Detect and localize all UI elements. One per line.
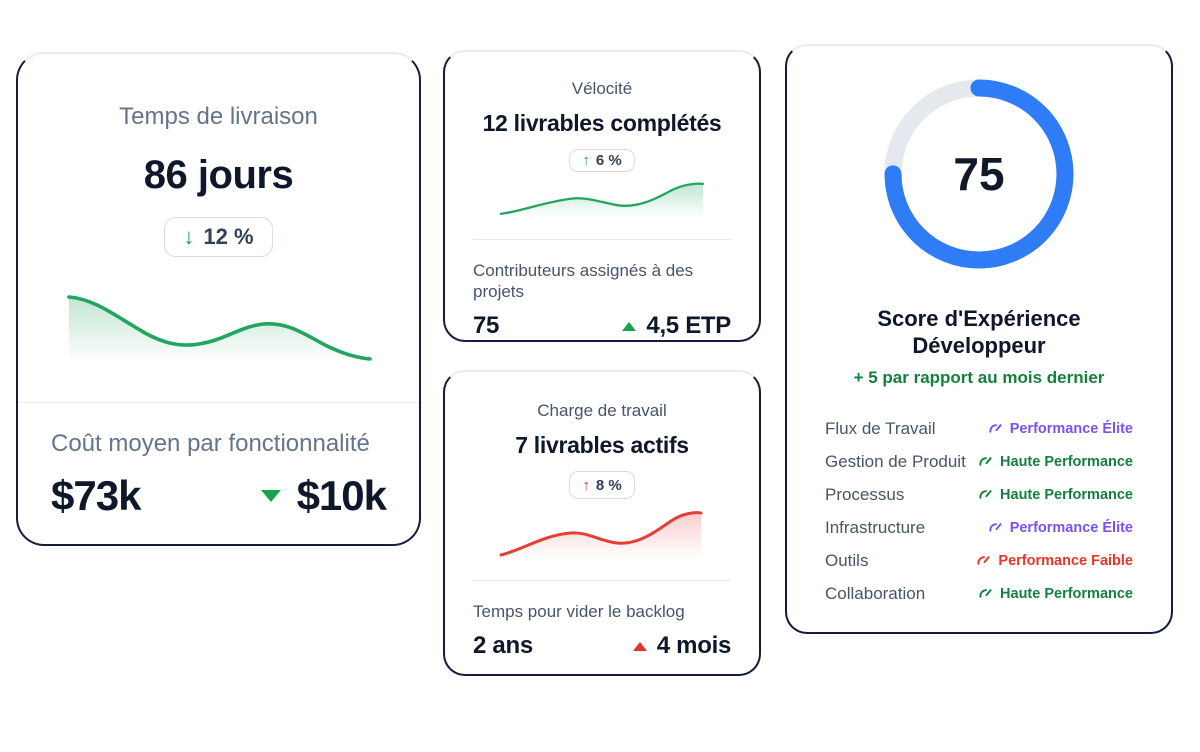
contributors-row: 75 4,5 ETP bbox=[473, 312, 731, 340]
contributors-value: 75 bbox=[473, 312, 500, 339]
velocity-divider bbox=[473, 239, 731, 240]
dx-row-label: Processus bbox=[825, 484, 905, 504]
dx-row-collaboration: Collaboration Haute Performance bbox=[825, 577, 1133, 610]
dx-row-product: Gestion de Produit Haute Performance bbox=[825, 445, 1133, 478]
dx-row-label: Infrastructure bbox=[825, 517, 926, 537]
dx-row-rating: Performance Élite bbox=[988, 520, 1133, 536]
cost-per-feature-delta: $10k bbox=[260, 472, 387, 520]
dx-donut-progress bbox=[884, 79, 1074, 269]
backlog-value: 2 ans bbox=[473, 632, 533, 659]
dx-score-value: 75 bbox=[953, 148, 1005, 200]
arrow-down-icon: ↓ bbox=[183, 224, 195, 249]
delivery-sparkline bbox=[67, 295, 372, 371]
dx-row-tools: Outils Performance Faible bbox=[825, 544, 1133, 577]
backlog-row: 2 ans 4 mois bbox=[473, 632, 731, 660]
delivery-sparkline-line bbox=[67, 295, 372, 361]
velocity-trend-text: 6 % bbox=[595, 152, 622, 169]
card-delivery-time: Temps de livraison 86 jours ↓ 12 % Coût … bbox=[16, 52, 421, 546]
workload-value: 7 livrables actifs bbox=[515, 432, 689, 458]
card-workload: Charge de travail 7 livrables actifs ↑ 8… bbox=[443, 370, 761, 676]
dx-row-rating-text: Performance Élite bbox=[1009, 519, 1133, 536]
workload-sparkline-line bbox=[499, 511, 703, 557]
gauge-icon bbox=[989, 522, 1002, 532]
delivery-trend-text: 12 % bbox=[203, 224, 254, 249]
velocity-sparkline-line bbox=[499, 182, 705, 216]
workload-trend-text: 8 % bbox=[595, 476, 622, 494]
dx-row-process: Processus Haute Performance bbox=[825, 478, 1133, 511]
workload-title: Charge de travail bbox=[537, 401, 667, 420]
dx-category-list: Flux de Travail Performance Élite Gestio… bbox=[825, 412, 1133, 610]
dx-row-rating: Haute Performance bbox=[978, 487, 1133, 503]
backlog-label: Temps pour vider le backlog bbox=[473, 602, 685, 621]
contributors-delta-value: 4,5 ETP bbox=[646, 312, 731, 339]
cost-per-feature-label: Coût moyen par fonctionnalité bbox=[51, 430, 370, 457]
card-velocity: Vélocité 12 livrables complétés ↑ 6 % Co… bbox=[443, 50, 761, 342]
dx-score-subtitle: + 5 par rapport au mois dernier bbox=[853, 368, 1105, 387]
delivery-title: Temps de livraison bbox=[119, 103, 318, 130]
dx-row-rating-text: Performance Élite bbox=[1009, 420, 1133, 437]
dx-row-label: Gestion de Produit bbox=[825, 451, 966, 471]
arrow-up-icon: ↑ bbox=[582, 152, 590, 169]
velocity-sparkline bbox=[499, 182, 705, 217]
dx-row-infrastructure: Infrastructure Performance Élite bbox=[825, 511, 1133, 544]
delivery-divider bbox=[18, 402, 419, 403]
delivery-value: 86 jours bbox=[143, 153, 294, 197]
dx-score-title: Score d'Expérience Développeur bbox=[877, 306, 1081, 358]
velocity-sparkline-area bbox=[501, 183, 703, 217]
dx-row-workflow: Flux de Travail Performance Élite bbox=[825, 412, 1133, 445]
backlog-delta: 4 mois bbox=[632, 632, 732, 660]
cost-per-feature-delta-value: $10k bbox=[296, 472, 387, 519]
contributors-delta: 4,5 ETP bbox=[622, 312, 731, 340]
arrow-up-icon: ↑ bbox=[582, 476, 590, 494]
dx-row-rating: Performance Faible bbox=[976, 553, 1133, 569]
velocity-trend-badge: ↑ 6 % bbox=[569, 149, 635, 172]
triangle-up-icon bbox=[632, 641, 647, 651]
workload-sparkline-area bbox=[501, 512, 701, 559]
dx-row-rating: Performance Élite bbox=[988, 421, 1133, 437]
gauge-icon bbox=[977, 555, 991, 565]
dx-row-rating: Haute Performance bbox=[978, 586, 1133, 602]
velocity-title: Vélocité bbox=[571, 79, 633, 98]
dx-donut bbox=[884, 79, 1074, 269]
dx-row-label: Collaboration bbox=[825, 583, 926, 603]
dx-row-label: Flux de Travail bbox=[825, 418, 936, 438]
contributors-label: Contributeurs assignés à des projets bbox=[473, 261, 694, 301]
velocity-value: 12 livrables complétés bbox=[482, 110, 722, 136]
workload-divider bbox=[473, 580, 731, 581]
dx-score-gauge: 75 bbox=[884, 79, 1074, 269]
dx-row-rating-text: Haute Performance bbox=[1000, 453, 1133, 470]
card-dx-score: 75 Score d'Expérience Développeur + 5 pa… bbox=[785, 44, 1173, 634]
gauge-icon bbox=[989, 423, 1002, 433]
backlog-delta-value: 4 mois bbox=[656, 632, 732, 659]
cost-per-feature-value: $73k bbox=[51, 472, 141, 519]
triangle-up-icon bbox=[622, 321, 637, 331]
dx-row-rating-text: Performance Faible bbox=[998, 552, 1133, 569]
workload-sparkline bbox=[499, 511, 703, 559]
cost-per-feature-row: $73k $10k bbox=[51, 472, 387, 520]
dx-row-rating-text: Haute Performance bbox=[1000, 585, 1133, 602]
delivery-trend-badge: ↓ 12 % bbox=[164, 217, 273, 257]
dx-row-label: Outils bbox=[825, 550, 869, 570]
gauge-icon bbox=[979, 588, 992, 598]
gauge-icon bbox=[979, 489, 992, 499]
delivery-sparkline-area bbox=[69, 297, 370, 371]
gauge-icon bbox=[979, 456, 992, 466]
triangle-down-icon bbox=[260, 490, 281, 502]
dx-row-rating: Haute Performance bbox=[978, 454, 1133, 470]
dx-row-rating-text: Haute Performance bbox=[1000, 486, 1133, 503]
workload-trend-badge: ↑ 8 % bbox=[569, 471, 635, 499]
